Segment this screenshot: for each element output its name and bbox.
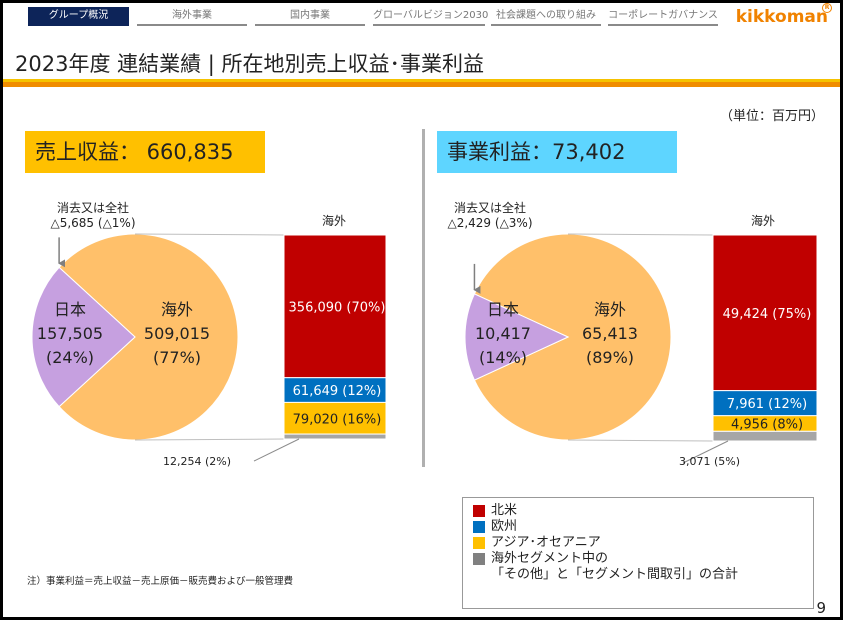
pie-slice-japan: [464, 293, 570, 381]
legend-item-europe: 欧州: [471, 519, 813, 535]
pie-label-overseas-name: 海外: [161, 300, 193, 319]
bar-label: 7,961 (12%): [727, 397, 807, 412]
pie-label-japan-label-value: 10,417: [475, 324, 531, 343]
nav-tab-group-overview[interactable]: グループ概況: [28, 7, 129, 26]
title-underline-accent: [3, 82, 840, 87]
page-title: 2023年度 連結業績 | 所在地別売上収益･事業利益: [15, 52, 485, 76]
pie-label-japan-label-pct: (24%): [46, 348, 94, 367]
charts-canvas: 356,090 (70%) 61,649 (12%) 79,020 (16%) 日本 海…: [31, 200, 818, 468]
breakdown-title: 海外: [751, 213, 775, 228]
pie-label-japan-label-pct: (14%): [479, 348, 527, 367]
bar-label: 49,424 (75%): [723, 307, 812, 322]
elimination-value: △2,429 (△3%): [447, 216, 532, 230]
pie-label-overseas-name: 海外: [594, 300, 626, 319]
pie-label-japan-name: 日本: [487, 300, 519, 319]
bar-label-other: 12,254 (2%): [163, 455, 231, 468]
legend-sub-label: 「その他」と「セグメント間取引」の合計: [491, 567, 739, 582]
bar-label: 79,020 (16%): [293, 412, 382, 427]
elimination-title: 消去又は全社: [454, 200, 526, 215]
bar-segment-other: [712, 430, 818, 442]
legend-item-other: 海外セグメント中の: [471, 551, 813, 567]
pie-slice-overseas: [473, 233, 672, 441]
sales-revenue-badge: 売上収益： 660,835: [25, 131, 265, 173]
sales-chart: 356,090 (70%) 61,649 (12%) 79,020 (16%) 日本 海…: [31, 200, 387, 468]
pie-slice-overseas: [58, 233, 239, 441]
kikkoman-logo[interactable]: kikkoman: [735, 7, 828, 27]
connector-top: [567, 233, 714, 236]
legend-label: 北米: [491, 503, 518, 518]
leader-line-other: [682, 440, 729, 464]
legend-label: 海外セグメント中の: [491, 551, 609, 566]
title-underline: [3, 79, 840, 82]
section-divider: [422, 129, 425, 467]
page-number: 9: [816, 599, 826, 617]
nav-tab-domestic[interactable]: 国内事業: [255, 7, 365, 26]
profit-chart: 49,424 (75%) 7,961 (12%) 4,956 (8%) 日本 海外 10,…: [447, 200, 818, 468]
bar-segment-other: [283, 433, 387, 440]
pie-label-overseas-label-value: 65,413: [582, 324, 638, 343]
nav-tab-overseas[interactable]: 海外事業: [137, 7, 247, 26]
pie-label-japan-name: 日本: [54, 300, 86, 319]
bar-label: 61,649 (12%): [293, 384, 382, 399]
nav-tab-social-issues[interactable]: 社会課題への取り組み: [491, 7, 601, 26]
bar-segment-europe: [712, 390, 818, 417]
legend: 北米 欧州 アジア･オセアニア 海外セグメント中の 「その他」と「セグメント間取…: [462, 497, 814, 609]
pie-label-overseas-label-pct: (89%): [586, 348, 634, 367]
elimination-title: 消去又は全社: [57, 200, 129, 215]
footnote: 注）事業利益＝売上収益－売上原価－販売費および一般管理費: [27, 576, 294, 587]
unit-label: （単位：百万円）: [719, 109, 824, 124]
breakdown-title: 海外: [322, 213, 346, 228]
bar-label-other: 3,071 (5%): [679, 455, 740, 468]
connector-top: [134, 233, 285, 236]
registered-mark-icon: R: [822, 3, 832, 13]
legend-swatch: [473, 537, 485, 549]
legend-swatch: [473, 521, 485, 533]
bar-segment-north-america: [283, 234, 387, 379]
bar-label: 356,090 (70%): [289, 300, 386, 315]
pie-label-overseas-label-value: 509,015: [144, 324, 210, 343]
connector-bottom: [134, 438, 285, 441]
pie-label-overseas-label-pct: (77%): [153, 348, 201, 367]
legend-item-asia-oceania: アジア･オセアニア: [471, 535, 813, 551]
elimination-value: △5,685 (△1%): [50, 216, 135, 230]
legend-swatch: [473, 553, 485, 565]
operating-profit-badge: 事業利益：73,402: [437, 131, 677, 173]
legend-label: 欧州: [491, 519, 518, 534]
pie-slice-japan: [31, 266, 136, 408]
legend-swatch: [473, 505, 485, 517]
legend-label: アジア･オセアニア: [491, 535, 601, 550]
slide: グループ概況 海外事業 国内事業 グローバルビジョン2030 社会課題への取り組…: [3, 3, 840, 617]
chart-marks: 356,090 (70%) 61,649 (12%) 79,020 (16%) 日本 海…: [31, 233, 387, 462]
nav-tab-global-vision[interactable]: グローバルビジョン2030: [373, 7, 488, 26]
pie-label-japan-label-value: 157,505: [37, 324, 103, 343]
legend-item-north-america: 北米: [471, 503, 813, 519]
connector-bottom: [567, 439, 714, 442]
nav-tab-governance[interactable]: コーポレートガバナンス: [608, 7, 718, 26]
bar-label: 4,956 (8%): [731, 418, 803, 433]
leader-line-other: [253, 438, 300, 462]
top-navigation: グループ概況 海外事業 国内事業 グローバルビジョン2030 社会課題への取り組…: [3, 3, 840, 29]
chart-marks: 49,424 (75%) 7,961 (12%) 4,956 (8%) 日本 海外 10,…: [464, 233, 818, 464]
